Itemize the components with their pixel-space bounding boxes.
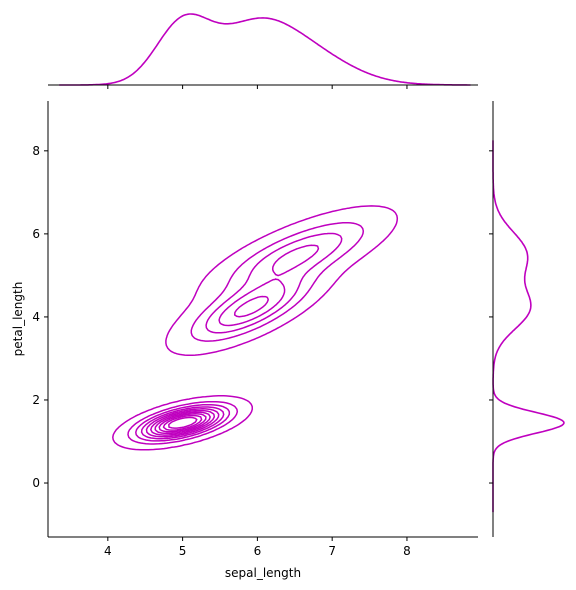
contour-level-5 bbox=[145, 295, 269, 438]
contour-level-1 bbox=[112, 205, 399, 451]
x-tick-label-6: 6 bbox=[254, 544, 262, 558]
x-tick-label-8: 8 bbox=[403, 544, 411, 558]
contour-level-3 bbox=[135, 232, 343, 442]
contour-level-7 bbox=[154, 411, 211, 435]
contour-level-4 bbox=[140, 244, 320, 440]
y-tick-label-0: 0 bbox=[32, 476, 40, 490]
y-tick-label-4: 4 bbox=[32, 310, 40, 324]
x-tick-label-4: 4 bbox=[104, 544, 112, 558]
contour-level-2 bbox=[127, 222, 365, 445]
contour-level-10 bbox=[168, 416, 198, 429]
contour-level-9 bbox=[162, 414, 203, 431]
x-tick-label-7: 7 bbox=[328, 544, 336, 558]
y-axis-ticks: 0 2 4 6 8 bbox=[32, 144, 48, 490]
contour-level-6 bbox=[150, 409, 216, 436]
main-plot: 4 5 6 7 8 0 2 4 6 8 sepal_length petal_length bbox=[11, 101, 478, 580]
contour-level-8 bbox=[158, 413, 207, 433]
y-tick-label-6: 6 bbox=[32, 227, 40, 241]
right-marginal-plot bbox=[489, 101, 565, 537]
right-marginal-kde-curve bbox=[492, 140, 565, 513]
top-marginal-plot bbox=[48, 13, 478, 89]
y-tick-label-2: 2 bbox=[32, 393, 40, 407]
x-tick-label-5: 5 bbox=[179, 544, 187, 558]
y-axis-label: petal_length bbox=[11, 282, 25, 357]
y-tick-label-8: 8 bbox=[32, 144, 40, 158]
top-marginal-kde-curve bbox=[59, 13, 471, 86]
top-marginal-ticks bbox=[107, 85, 408, 89]
x-axis-label: sepal_length bbox=[225, 566, 301, 580]
right-marginal-ticks bbox=[489, 150, 493, 484]
kde-contours bbox=[112, 205, 399, 451]
x-axis-ticks: 4 5 6 7 8 bbox=[104, 537, 411, 558]
